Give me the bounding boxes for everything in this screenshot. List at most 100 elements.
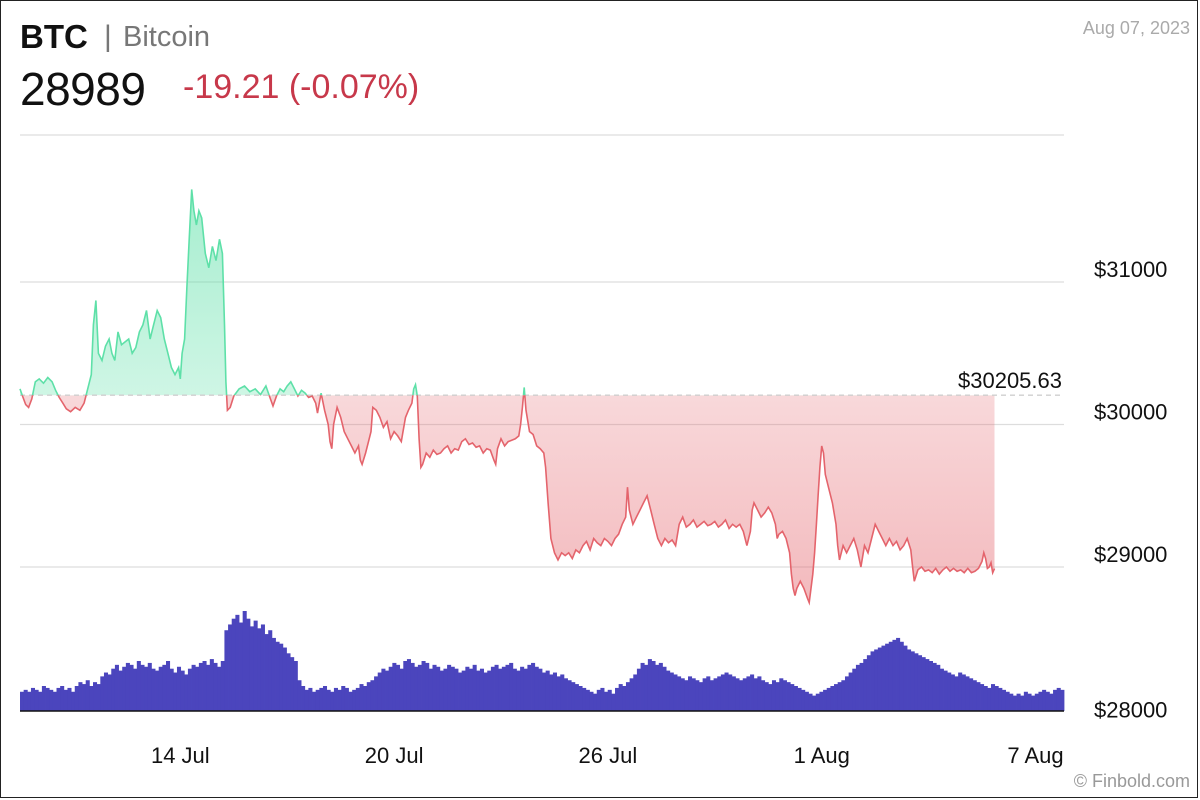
volume-bar [1031,695,1036,711]
volume-bar [209,659,214,711]
volume-bar [322,686,328,711]
volume-bar [585,689,590,711]
volume-bar [815,693,820,711]
ticker-separator: | [104,20,112,53]
volume-bar [56,687,61,711]
volume-bar [1038,691,1043,711]
volume-bar [228,624,233,711]
volume-bar [764,682,769,711]
volume-bar [655,664,660,711]
volume-bar [841,680,846,711]
volume-bar [866,655,871,711]
volume-bar [399,668,404,711]
volume-bar [370,680,375,711]
volume-bar [162,664,167,711]
volume-bar [903,645,908,711]
volume-bar [757,676,762,711]
volume-bar [961,674,966,711]
volume-bar [1045,691,1050,711]
volume-bar [917,655,923,711]
volume-bar [479,668,484,711]
volume-bar [505,664,510,711]
price-area-below [20,395,995,603]
volume-bar [1020,695,1025,711]
volume-bar [870,651,875,711]
volume-bar [483,672,488,711]
volume-bar [936,664,941,711]
volume-bar [122,666,127,711]
volume-bar [593,693,598,711]
volume-bar [717,676,722,711]
volume-bar [308,687,313,711]
volume-bar [224,630,229,711]
asset-name: Bitcoin [123,21,211,53]
volume-bar [144,666,149,711]
volume-bar [436,666,441,711]
volume-bar [771,680,777,711]
volume-bar [943,670,948,711]
volume-bar [1023,691,1028,711]
volume-bar [556,676,561,711]
volume-bar [271,637,276,711]
volume-bar [443,668,448,711]
volume-bar [622,686,627,711]
volume-bar [549,674,554,711]
volume-bar [523,668,528,711]
volume-bar [618,684,623,711]
volume-bars [20,611,1065,712]
volume-bar [855,664,860,711]
volume-bar [644,664,649,711]
volume-bar [472,664,477,711]
volume-bar [1027,693,1032,711]
volume-bar [45,687,50,711]
volume-bar [888,641,893,711]
volume-bar [158,666,163,711]
volume-bar [403,661,408,711]
x-tick-label: 20 Jul [365,743,424,768]
volume-bar [1005,691,1010,711]
volume-bar [428,668,433,711]
volume-bar [155,670,160,711]
volume-bar [779,678,784,711]
volume-bar [516,670,521,711]
volume-bar [63,689,68,711]
volume-bar [220,661,225,711]
volume-bar [312,691,317,711]
y-tick-label: $30000 [1094,400,1167,425]
volume-bar [366,682,371,711]
volume-bar [231,618,236,711]
volume-bar [1001,689,1006,711]
volume-bar [461,670,466,711]
volume-bar [808,693,813,711]
volume-bar [728,674,733,711]
volume-bar [133,668,138,711]
volume-bar [450,666,455,711]
volume-bar [103,672,109,711]
volume-bar [698,682,704,711]
volume-bar [293,661,298,711]
volume-bar [881,645,886,711]
volume-bar [969,678,974,711]
volume-bar [41,686,46,711]
volume-bar [782,680,787,711]
volume-bar [987,687,992,711]
volume-bar [85,680,90,711]
volume-bar [684,680,689,711]
volume-bar [217,666,222,711]
volume-bar [458,672,463,711]
volume-bar [582,687,587,711]
volume-bar [797,687,802,711]
volume-bar [596,689,601,711]
current-price: 28989 [20,63,146,115]
volume-bar [647,659,652,711]
ticker-symbol: BTC [20,18,88,55]
volume-bar [574,684,579,711]
volume-bar [96,684,101,711]
volume-bar [74,686,79,711]
volume-bar [742,678,747,711]
volume-bar [848,672,853,711]
volume-bar [173,672,178,711]
volume-bar [702,678,707,711]
x-tick-label: 14 Jul [151,743,210,768]
volume-bar [651,661,656,711]
